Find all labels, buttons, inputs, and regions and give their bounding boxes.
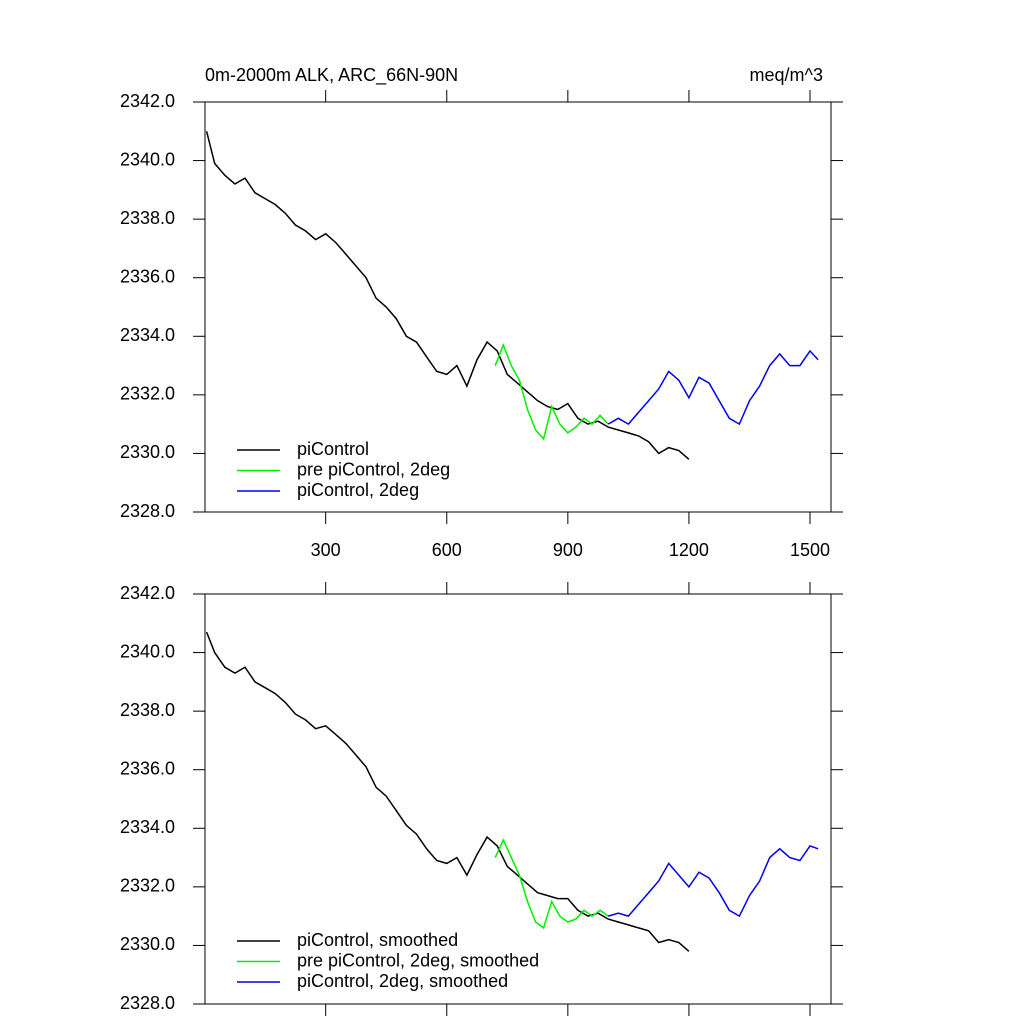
y-tick-label: 2332.0: [120, 384, 175, 404]
line-series: [607, 349, 819, 426]
y-tick-label: 2342.0: [120, 91, 175, 111]
x-tick-label: 1200: [669, 540, 709, 560]
line-series: [205, 631, 690, 952]
y-tick-label: 2334.0: [120, 817, 175, 837]
legend-label: pre piControl, 2deg, smoothed: [297, 950, 539, 970]
y-tick-label: 2328.0: [120, 993, 175, 1013]
y-tick-label: 2340.0: [120, 641, 175, 661]
y-tick-label: 2336.0: [120, 758, 175, 778]
chart-title: 0m-2000m ALK, ARC_66N-90N: [205, 65, 458, 86]
plot-frame: [204, 101, 832, 513]
legend-label: piControl, smoothed: [297, 930, 458, 950]
x-tick-label: 300: [311, 540, 341, 560]
y-tick-label: 2336.0: [120, 266, 175, 286]
y-tick-label: 2332.0: [120, 876, 175, 896]
plot-frame: [204, 593, 832, 1005]
line-series: [494, 838, 609, 930]
legend-label: piControl, 2deg: [297, 480, 419, 500]
y-tick-label: 2342.0: [120, 583, 175, 603]
line-series: [205, 131, 690, 460]
y-tick-label: 2330.0: [120, 442, 175, 462]
y-tick-label: 2328.0: [120, 501, 175, 521]
y-tick-label: 2338.0: [120, 208, 175, 228]
legend-label: pre piControl, 2deg: [297, 459, 450, 479]
x-tick-label: 600: [432, 540, 462, 560]
legend-label: piControl, 2deg, smoothed: [297, 971, 508, 991]
y-tick-label: 2330.0: [120, 934, 175, 954]
line-series: [607, 844, 819, 918]
x-tick-label: 1500: [790, 540, 830, 560]
units-label: meq/m^3: [750, 65, 823, 85]
y-tick-label: 2334.0: [120, 325, 175, 345]
line-series: [494, 343, 609, 441]
legend-label: piControl: [297, 439, 369, 459]
y-tick-label: 2340.0: [120, 149, 175, 169]
x-tick-label: 900: [553, 540, 583, 560]
y-tick-label: 2338.0: [120, 700, 175, 720]
